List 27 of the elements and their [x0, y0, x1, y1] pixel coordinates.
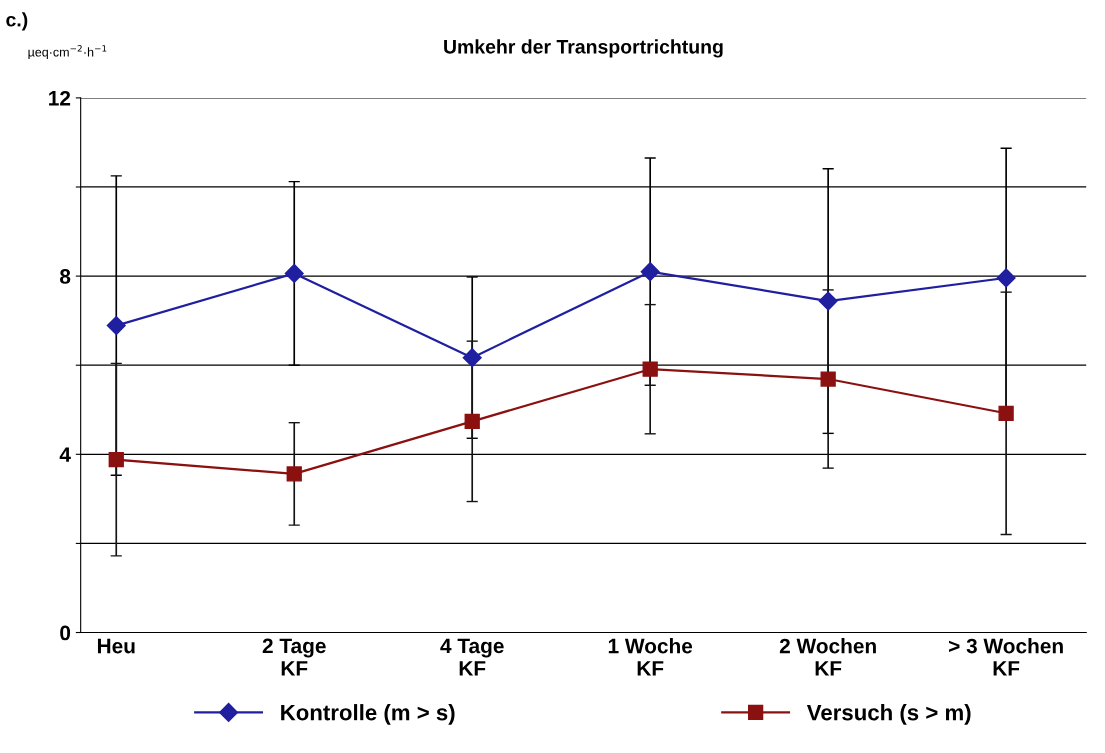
legend-label: Versuch (s > m) [806, 704, 971, 725]
point [464, 413, 480, 429]
x-tick-label: 2 Wochen KF [779, 638, 876, 676]
point [106, 316, 126, 336]
point [996, 268, 1016, 288]
y-tick-label: 8 [60, 269, 71, 284]
x-tick-label: > 3 Wochen KF [949, 638, 1063, 676]
x-tick-label: 4 Tage KF [440, 638, 504, 676]
x-tick-label: 2 Tage KF [262, 638, 326, 676]
legend-label: Kontrolle (m > s) [281, 704, 455, 725]
text: c.) [6, 12, 28, 31]
y-tick-label: 12 [49, 90, 71, 106]
y-axis-title: µeq·cm$^{−2}$·h$^{−1}$ [28, 45, 107, 59]
point [642, 361, 658, 377]
x-tick-label: 1 Woche KF [608, 638, 693, 676]
point [820, 371, 836, 387]
chart-title: Umkehr der Transportrichtung [444, 39, 723, 58]
point [818, 291, 838, 311]
y-tick-label: 4 [59, 447, 71, 462]
y-tick-label: 0 [60, 625, 71, 641]
point [286, 466, 302, 482]
point [108, 452, 124, 468]
point [640, 262, 660, 282]
point [462, 348, 482, 368]
point [998, 405, 1014, 421]
point [284, 263, 304, 283]
x-tick-label: Heu [97, 638, 135, 654]
